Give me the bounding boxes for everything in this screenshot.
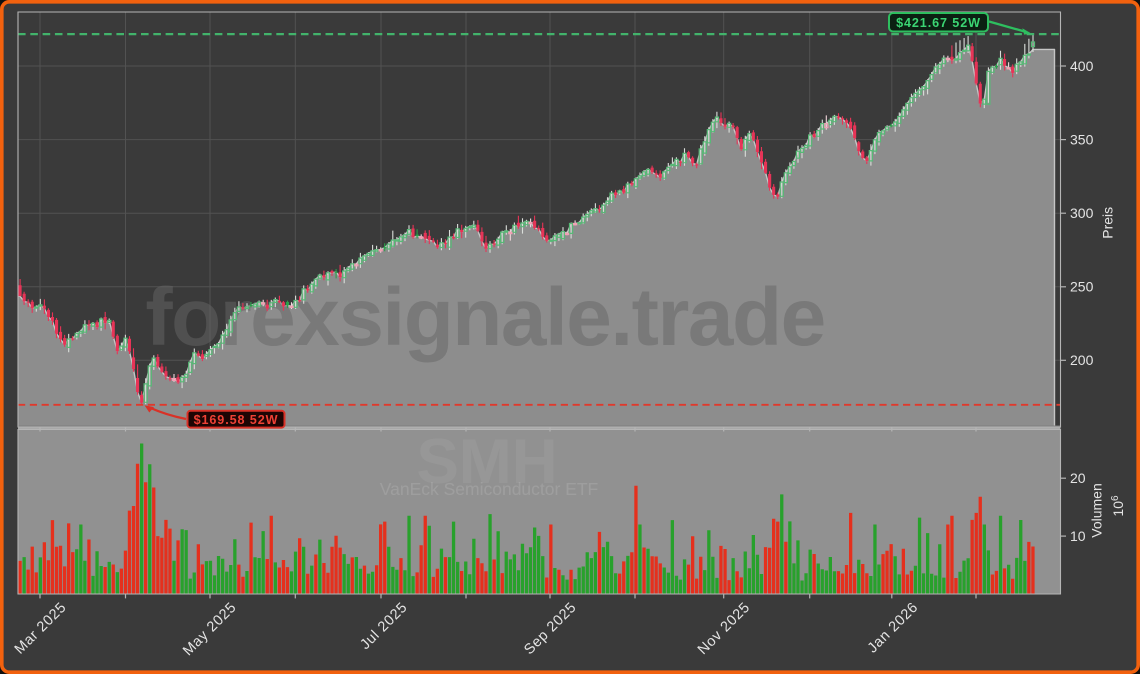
svg-text:350: 350 <box>1070 131 1094 147</box>
svg-text:VanEck Semiconductor ETF: VanEck Semiconductor ETF <box>380 479 599 499</box>
svg-text:400: 400 <box>1070 58 1094 74</box>
svg-text:20: 20 <box>1070 470 1086 486</box>
svg-text:10: 10 <box>1070 528 1086 544</box>
svg-text:300: 300 <box>1070 205 1094 221</box>
svg-text:Volumen: Volumen <box>1089 483 1105 537</box>
svg-text:$169.58 52W: $169.58 52W <box>194 413 279 427</box>
svg-text:$421.67 52W: $421.67 52W <box>896 16 981 30</box>
svg-text:200: 200 <box>1070 352 1094 368</box>
svg-text:forexsignale.trade: forexsignale.trade <box>145 272 824 363</box>
svg-text:250: 250 <box>1070 279 1094 295</box>
svg-text:Preis: Preis <box>1100 207 1116 239</box>
svg-text:SMH: SMH <box>416 427 557 497</box>
